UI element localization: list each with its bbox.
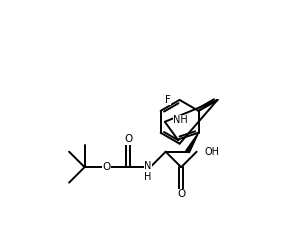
Text: O: O — [102, 162, 111, 172]
Text: F: F — [165, 95, 171, 105]
Text: NH: NH — [173, 115, 188, 125]
Text: O: O — [124, 134, 133, 144]
Text: N
H: N H — [144, 161, 152, 182]
Text: O: O — [177, 189, 185, 199]
Text: OH: OH — [205, 147, 220, 157]
Polygon shape — [186, 133, 199, 153]
